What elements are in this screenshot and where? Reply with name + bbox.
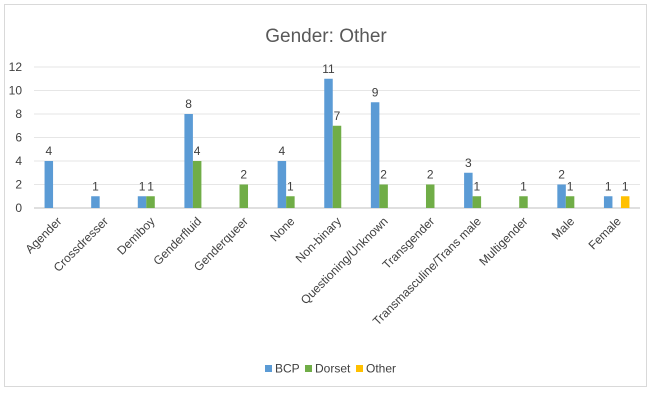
bar-dorset-9 <box>472 196 482 208</box>
bar-bcp-11 <box>557 184 566 208</box>
data-label: 1 <box>147 179 154 193</box>
chart-title: Gender: Other <box>265 26 387 47</box>
data-label: 4 <box>194 144 201 158</box>
bar-dorset-7 <box>379 184 388 208</box>
data-label: 1 <box>622 179 629 193</box>
data-label: 1 <box>474 179 481 193</box>
data-label: 2 <box>380 168 387 182</box>
bar-bcp-1 <box>91 196 100 208</box>
bar-dorset-10 <box>519 196 528 208</box>
legend-label-bcp: BCP <box>275 362 300 376</box>
legend-swatch-other <box>356 365 363 372</box>
data-label: 9 <box>372 85 379 99</box>
data-label: 1 <box>605 179 612 193</box>
data-label: 3 <box>465 156 472 170</box>
data-label: 1 <box>287 179 294 193</box>
bars <box>44 78 630 208</box>
bar-dorset-6 <box>332 125 342 208</box>
bar-dorset-8 <box>425 184 435 208</box>
x-tick-label: None <box>267 214 297 244</box>
data-label: 2 <box>240 168 247 182</box>
y-tick-label: 12 <box>9 60 23 74</box>
y-tick-label: 10 <box>9 84 23 98</box>
bar-bcp-0 <box>44 161 54 208</box>
bar-dorset-2 <box>146 196 155 208</box>
x-tick-label: Questioning/Unknown <box>298 214 391 307</box>
y-axis: 0 2 4 6 8 10 12 <box>9 60 23 215</box>
bar-bcp-5 <box>277 161 287 208</box>
legend-label-dorset: Dorset <box>315 362 351 376</box>
data-label: 4 <box>279 144 286 158</box>
bar-dorset-11 <box>565 196 575 208</box>
legend-swatch-bcp <box>265 365 272 372</box>
legend: BCP Dorset Other <box>265 362 396 376</box>
data-label: 4 <box>45 144 52 158</box>
bar-bcp-6 <box>324 78 333 208</box>
data-label: 11 <box>322 62 335 76</box>
data-label: 8 <box>185 97 192 111</box>
x-tick-label: Female <box>586 214 624 252</box>
bar-other-12 <box>620 196 630 208</box>
y-tick-label: 4 <box>15 154 22 168</box>
bar-bcp-2 <box>137 196 147 208</box>
bar-bcp-3 <box>184 114 193 208</box>
legend-label-other: Other <box>366 362 396 376</box>
x-tick-label: Male <box>549 214 578 243</box>
bar-bcp-9 <box>464 172 473 208</box>
data-label: 1 <box>520 179 527 193</box>
data-label: 2 <box>427 168 434 182</box>
x-tick-label: Agender <box>22 214 64 256</box>
x-tick-label: Demiboy <box>114 214 157 257</box>
y-tick-label: 2 <box>15 178 22 192</box>
data-label: 1 <box>567 179 574 193</box>
data-label: 1 <box>139 179 146 193</box>
y-tick-label: 8 <box>15 107 22 121</box>
bar-bcp-12 <box>603 196 613 208</box>
y-tick-label: 6 <box>15 131 22 145</box>
x-tick-label: Multigender <box>476 214 530 268</box>
bar-dorset-4 <box>239 184 249 208</box>
bar-bcp-7 <box>370 102 380 208</box>
gridlines <box>34 66 640 209</box>
data-label: 7 <box>334 109 341 123</box>
data-label: 1 <box>92 179 99 193</box>
legend-swatch-dorset <box>305 365 312 372</box>
y-tick-label: 0 <box>15 201 22 215</box>
data-label: 2 <box>558 168 565 182</box>
bar-dorset-3 <box>192 161 202 208</box>
bar-dorset-5 <box>286 196 295 208</box>
